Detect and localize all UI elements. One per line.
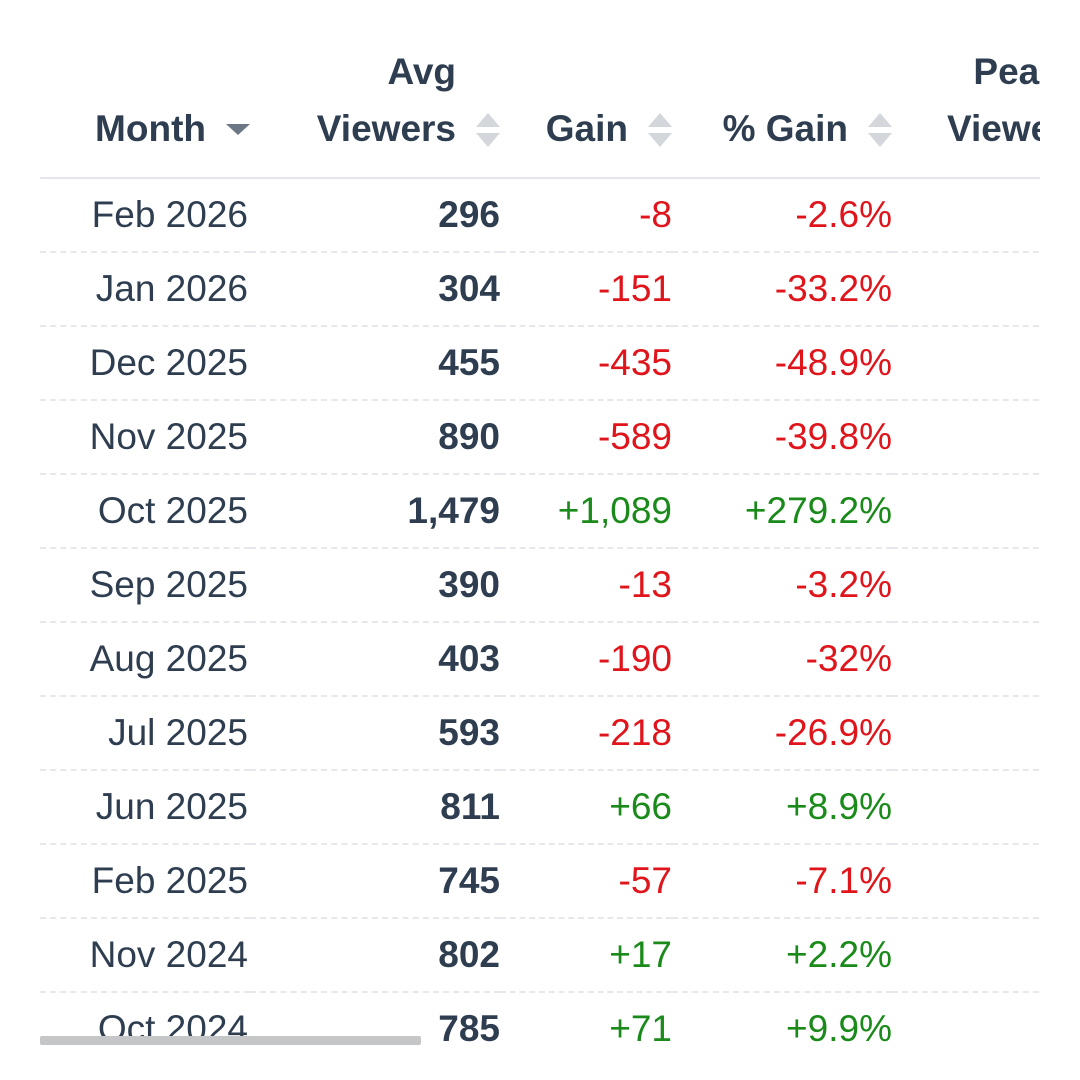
table-header-row: Month Avg Viewers Gain xyxy=(40,0,1040,179)
gain-cell: +66 xyxy=(500,770,672,845)
month-cell: Oct 2024 xyxy=(97,1008,248,1049)
gain-cell: -151 xyxy=(500,252,672,327)
sort-icon[interactable] xyxy=(648,113,672,147)
table-row: Dec 2025 455 -435 -48.9% xyxy=(40,326,1040,401)
pct-gain-cell: -48.9% xyxy=(672,326,892,401)
avg-viewers-cell: 811 xyxy=(250,770,500,845)
table-row: Oct 2024 785 +71 +9.9% xyxy=(40,992,1040,1065)
month-cell: Oct 2025 xyxy=(40,474,250,549)
pct-gain-cell: -7.1% xyxy=(672,844,892,919)
month-cell: Jul 2025 xyxy=(40,696,250,771)
peak-viewers-cell xyxy=(892,548,1040,623)
pct-gain-cell: -2.6% xyxy=(672,178,892,253)
table-row: Jun 2025 811 +66 +8.9% xyxy=(40,770,1040,845)
month-cell: Nov 2025 xyxy=(40,400,250,475)
peak-viewers-cell xyxy=(892,474,1040,549)
gain-cell: -218 xyxy=(500,696,672,771)
month-cell: Jan 2026 xyxy=(40,252,250,327)
avg-header-line1: Avg xyxy=(387,51,456,92)
table-row: Jul 2025 593 -218 -26.9% xyxy=(40,696,1040,771)
gain-cell: -190 xyxy=(500,622,672,697)
peak-viewers-cell xyxy=(892,696,1040,771)
gain-cell: -589 xyxy=(500,400,672,475)
month-cell: Feb 2026 xyxy=(40,178,250,253)
gain-cell: -57 xyxy=(500,844,672,919)
peak-viewers-cell xyxy=(892,400,1040,475)
gain-cell: +1,089 xyxy=(500,474,672,549)
table-row: Nov 2024 802 +17 +2.2% xyxy=(40,918,1040,993)
gain-header-label: Gain xyxy=(545,108,628,149)
peak-viewers-cell xyxy=(892,326,1040,401)
month-cell: Sep 2025 xyxy=(40,548,250,623)
table-row: Nov 2025 890 -589 -39.8% xyxy=(40,400,1040,475)
pct-gain-column-header[interactable]: % Gain xyxy=(672,0,892,179)
peak-header-line2: Viewers xyxy=(947,108,1040,149)
gain-cell: -13 xyxy=(500,548,672,623)
peak-viewers-cell xyxy=(892,178,1040,253)
gain-cell: +17 xyxy=(500,918,672,993)
table-row: Feb 2025 745 -57 -7.1% xyxy=(40,844,1040,919)
pct-gain-cell: +2.2% xyxy=(672,918,892,993)
gain-cell: +71 xyxy=(609,1008,672,1049)
avg-viewers-cell: 890 xyxy=(250,400,500,475)
month-cell: Nov 2024 xyxy=(40,918,250,993)
gain-column-header[interactable]: Gain xyxy=(500,0,672,179)
peak-viewers-column-header[interactable]: Peak Viewers xyxy=(892,0,1040,179)
month-cell: Feb 2025 xyxy=(40,844,250,919)
avg-viewers-cell: 455 xyxy=(250,326,500,401)
pct-gain-cell: -39.8% xyxy=(672,400,892,475)
pct-gain-cell: -33.2% xyxy=(672,252,892,327)
avg-viewers-cell: 403 xyxy=(250,622,500,697)
peak-viewers-cell xyxy=(892,770,1040,845)
avg-viewers-cell: 390 xyxy=(250,548,500,623)
viewers-table: Month Avg Viewers Gain xyxy=(40,0,1040,1065)
peak-viewers-cell xyxy=(892,918,1040,993)
table-viewport[interactable]: Month Avg Viewers Gain xyxy=(40,0,1040,1080)
horizontal-scrollbar[interactable] xyxy=(40,1036,421,1045)
pct-gain-cell: -26.9% xyxy=(672,696,892,771)
avg-header-line2: Viewers xyxy=(316,108,456,149)
avg-viewers-cell: 785 xyxy=(438,1008,500,1049)
sort-icon[interactable] xyxy=(476,113,500,147)
gain-cell: -8 xyxy=(500,178,672,253)
table-row: Sep 2025 390 -13 -3.2% xyxy=(40,548,1040,623)
table-row: Aug 2025 403 -190 -32% xyxy=(40,622,1040,697)
month-header-label: Month xyxy=(95,108,206,149)
peak-viewers-cell xyxy=(892,252,1040,327)
pct-gain-cell: +9.9% xyxy=(786,1008,892,1049)
avg-viewers-cell: 296 xyxy=(250,178,500,253)
month-cell: Jun 2025 xyxy=(40,770,250,845)
sort-icon[interactable] xyxy=(868,113,892,147)
month-cell: Dec 2025 xyxy=(40,326,250,401)
avg-viewers-cell: 593 xyxy=(250,696,500,771)
month-cell: Aug 2025 xyxy=(40,622,250,697)
pct-gain-header-label: % Gain xyxy=(722,108,848,149)
avg-viewers-cell: 745 xyxy=(250,844,500,919)
avg-viewers-cell: 802 xyxy=(250,918,500,993)
avg-viewers-column-header[interactable]: Avg Viewers xyxy=(250,0,500,179)
pct-gain-cell: -3.2% xyxy=(672,548,892,623)
peak-viewers-cell xyxy=(892,992,1040,1065)
avg-viewers-cell: 1,479 xyxy=(250,474,500,549)
peak-header-line1: Peak xyxy=(973,51,1040,92)
month-column-header[interactable]: Month xyxy=(40,0,250,179)
gain-cell: -435 xyxy=(500,326,672,401)
table-row: Feb 2026 296 -8 -2.6% xyxy=(40,178,1040,253)
pct-gain-cell: -32% xyxy=(672,622,892,697)
table-row: Jan 2026 304 -151 -33.2% xyxy=(40,252,1040,327)
pct-gain-cell: +8.9% xyxy=(672,770,892,845)
pct-gain-cell: +279.2% xyxy=(672,474,892,549)
avg-viewers-cell: 304 xyxy=(250,252,500,327)
table-row: Oct 2025 1,479 +1,089 +279.2% xyxy=(40,474,1040,549)
sort-descending-icon[interactable] xyxy=(226,124,250,135)
peak-viewers-cell xyxy=(892,622,1040,697)
peak-viewers-cell xyxy=(892,844,1040,919)
